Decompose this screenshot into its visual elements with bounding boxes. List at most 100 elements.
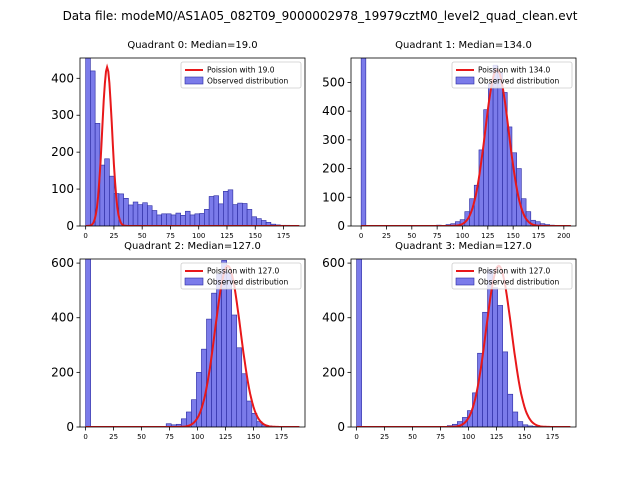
y-tick-label: 400 <box>322 311 345 325</box>
histogram-bar <box>85 259 91 427</box>
poisson-curve <box>356 264 571 427</box>
x-tick-label: 100 <box>456 232 469 240</box>
legend-label-observed: Observed distribution <box>478 77 559 86</box>
axes-frame <box>350 57 577 227</box>
histogram-bar <box>492 64 499 226</box>
legend-bar-swatch <box>184 76 204 85</box>
histogram-bar <box>223 190 229 226</box>
x-tick-label: 150 <box>506 232 519 240</box>
x-tick-label: 0 <box>354 433 358 441</box>
histogram-bar <box>85 58 91 226</box>
histogram-bar <box>90 70 96 226</box>
histogram-bar <box>147 205 153 226</box>
histogram-bar <box>497 72 503 226</box>
histogram-bar <box>218 203 224 226</box>
panel-title-q2: Quadrant 2: Median=127.0 <box>124 241 261 252</box>
histogram-bar <box>492 287 498 427</box>
y-tick-label: 400 <box>51 71 74 85</box>
legend-box <box>451 262 573 290</box>
x-tick-label: 100 <box>192 232 205 240</box>
poisson-curve <box>85 264 300 427</box>
y-tick-label: 600 <box>322 256 345 270</box>
legend-label-observed: Observed distribution <box>478 278 559 287</box>
histogram-bar <box>256 218 262 226</box>
x-tick-label: 125 <box>481 232 494 240</box>
y-tick-label: 200 <box>51 365 74 379</box>
histogram-bar <box>241 373 248 427</box>
legend-label-observed: Observed distribution <box>207 278 288 287</box>
x-tick-label: 25 <box>380 433 389 441</box>
histogram-bar <box>360 58 367 226</box>
legend-label-observed: Observed distribution <box>207 77 288 86</box>
histogram-bar <box>104 158 110 226</box>
histogram-bar <box>194 213 200 226</box>
legend-box <box>180 262 302 290</box>
histogram-bar <box>175 212 181 226</box>
histogram-bar <box>512 411 519 427</box>
histogram-bar <box>151 210 158 226</box>
histogram-bar <box>231 314 238 427</box>
legend: Poission with 127.0 Observed distribution <box>451 262 573 290</box>
subplot-q3: 0 25 50 75 100 125 150 175 0 200 400 600 Poission wi… <box>322 256 577 441</box>
histogram-bar <box>517 421 524 427</box>
x-tick-label: 50 <box>407 232 416 240</box>
histogram-bar <box>137 204 143 226</box>
y-tick-label: 400 <box>322 104 345 118</box>
legend-label-poisson: Poission with 127.0 <box>478 267 551 276</box>
legend-label-poisson: Poission with 19.0 <box>207 66 275 75</box>
y-tick-label: 300 <box>322 133 345 147</box>
x-tick-label: 75 <box>433 232 442 240</box>
x-tick-label: 25 <box>382 232 391 240</box>
plot-area <box>356 259 571 427</box>
y-tick-label: 600 <box>51 256 74 270</box>
histogram-bar <box>246 400 253 427</box>
x-tick-label: 0 <box>83 232 87 240</box>
histogram-bar <box>208 196 215 226</box>
y-tick-label: 200 <box>322 162 345 176</box>
histogram-bar <box>156 214 162 226</box>
axes-frame <box>350 258 577 428</box>
legend-box <box>180 61 302 89</box>
histogram-bar <box>227 189 234 226</box>
histogram-bar <box>251 216 257 226</box>
legend-label-poisson: Poission with 127.0 <box>207 267 280 276</box>
x-tick-label: 125 <box>220 232 233 240</box>
histogram-bar <box>246 209 253 226</box>
histogram-bar <box>237 202 243 226</box>
x-tick-label: 50 <box>408 433 417 441</box>
histogram-bar <box>180 214 186 226</box>
axes-frame <box>79 57 306 227</box>
y-tick-label: 100 <box>322 190 345 204</box>
histogram-bar <box>507 393 514 427</box>
y-tick-label: 400 <box>51 311 74 325</box>
x-tick-label: 75 <box>165 433 174 441</box>
subplot-q1: 0 25 50 75 100 125 150 175 200 0 100 200 300 400 500 Po… <box>322 57 577 240</box>
x-tick-label: 125 <box>490 433 503 441</box>
histogram-bar <box>502 351 509 427</box>
legend: Poission with 134.0 Observed distribution <box>451 61 573 89</box>
plot-area <box>85 58 300 226</box>
histogram-bar <box>232 204 238 226</box>
histogram-bar <box>170 214 177 226</box>
legend-box <box>451 61 573 89</box>
x-tick-label: 50 <box>138 232 147 240</box>
histogram-bar <box>189 214 196 226</box>
x-tick-label: 150 <box>247 433 260 441</box>
x-tick-label: 25 <box>109 232 118 240</box>
y-tick-label: 200 <box>51 145 74 159</box>
histogram-bar <box>161 213 167 226</box>
x-tick-label: 150 <box>249 232 262 240</box>
subplot-q2: 0 25 50 75 100 125 150 175 0 200 400 600 Poission wi… <box>51 256 306 441</box>
legend-bar-swatch <box>455 277 475 286</box>
histogram-bar <box>109 175 115 226</box>
histogram-bar <box>226 272 232 427</box>
x-tick-label: 100 <box>462 433 475 441</box>
figure-title: Data file: modeM0/AS1A05_082T09_90000029… <box>62 9 578 23</box>
legend-label-poisson: Poission with 134.0 <box>478 66 551 75</box>
x-tick-label: 175 <box>546 433 559 441</box>
y-tick-label: 0 <box>66 219 74 233</box>
histogram-bar <box>356 259 362 427</box>
x-tick-label: 25 <box>109 433 118 441</box>
legend: Poission with 19.0 Observed distribution <box>180 61 302 89</box>
